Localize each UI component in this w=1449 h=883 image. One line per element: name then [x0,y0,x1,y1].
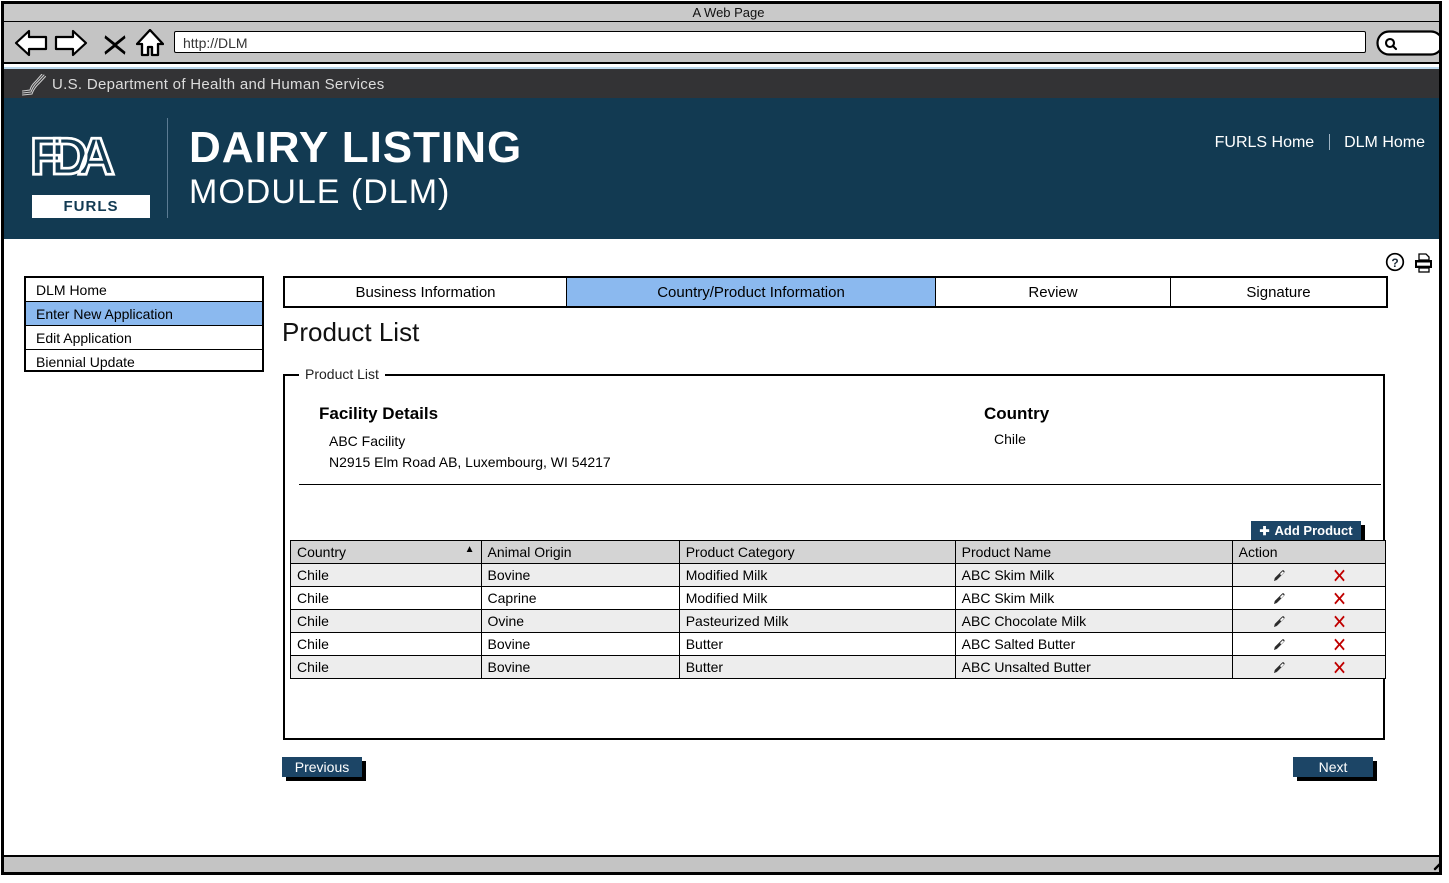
svg-text:FDA: FDA [32,131,114,186]
svg-text:?: ? [1391,256,1398,270]
